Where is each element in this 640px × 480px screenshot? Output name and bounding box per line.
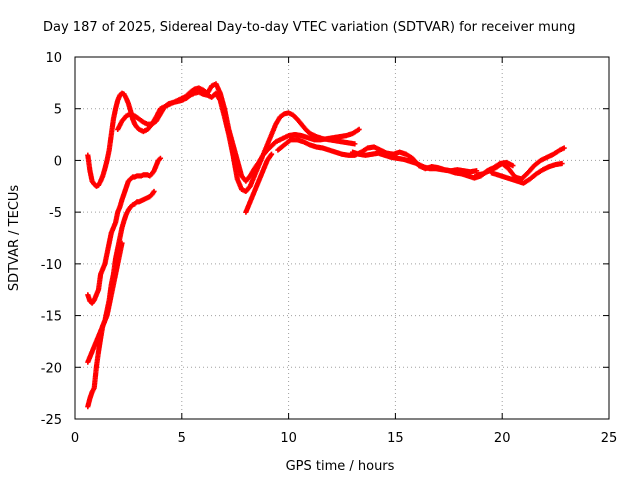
- data-points: [85, 81, 567, 410]
- x-tick-label: 0: [71, 431, 79, 446]
- series-satellite-pass-4: [85, 81, 362, 189]
- series-satellite-pass-1: [85, 155, 164, 306]
- y-tick-label: -20: [41, 361, 62, 376]
- x-tick-labels: 0 5 10 15 20 25: [71, 431, 617, 446]
- y-tick-label: -5: [49, 206, 62, 221]
- x-tick-label: 15: [387, 431, 404, 446]
- x-tick-label: 25: [601, 431, 618, 446]
- x-tick-label: 5: [178, 431, 186, 446]
- grid-lines: [75, 57, 609, 419]
- data-point: [157, 155, 164, 161]
- series-satellite-pass-10: [488, 160, 565, 186]
- chart-title: Day 187 of 2025, Sidereal Day-to-day VTE…: [43, 20, 576, 35]
- data-point: [356, 126, 362, 132]
- axis-ticks: [74, 56, 610, 420]
- y-tick-label: -25: [41, 413, 62, 428]
- data-point: [119, 240, 125, 246]
- data-point: [559, 160, 565, 167]
- y-axis-label: SDTVAR / TECUs: [7, 185, 22, 292]
- data-point: [352, 141, 358, 147]
- data-point: [151, 188, 157, 195]
- x-tick-label: 10: [280, 431, 297, 446]
- series-satellite-pass-5: [115, 89, 358, 195]
- series-satellite-pass-9: [473, 145, 567, 182]
- x-axis-label: GPS time / hours: [286, 459, 395, 474]
- y-tick-label: 10: [45, 51, 62, 66]
- data-point: [268, 151, 275, 157]
- y-tick-label: -15: [41, 310, 62, 325]
- x-tick-label: 20: [494, 431, 511, 446]
- data-point: [561, 145, 567, 151]
- series-satellite-pass-3: [85, 240, 125, 365]
- y-tick-label: 0: [54, 154, 62, 169]
- y-tick-label: 5: [54, 103, 62, 118]
- plot-frame: [74, 56, 610, 420]
- y-tick-labels: 10 5 0 -5 -10 -15 -20 -25: [41, 51, 62, 428]
- y-tick-label: -10: [41, 258, 62, 273]
- series-satellite-pass-6: [243, 151, 275, 215]
- data-point: [510, 163, 516, 169]
